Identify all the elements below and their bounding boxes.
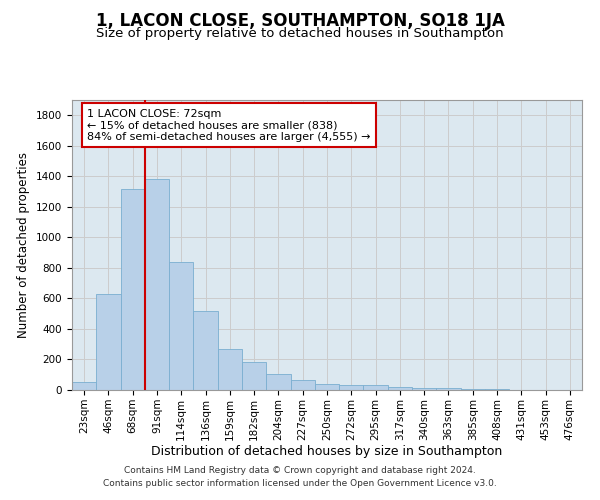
Bar [436,388,461,390]
Bar [461,389,485,390]
Bar [145,180,169,390]
X-axis label: Distribution of detached houses by size in Southampton: Distribution of detached houses by size … [151,446,503,458]
Y-axis label: Number of detached properties: Number of detached properties [17,152,31,338]
Bar [315,384,339,390]
Bar [290,380,315,390]
Text: 1 LACON CLOSE: 72sqm
← 15% of detached houses are smaller (838)
84% of semi-deta: 1 LACON CLOSE: 72sqm ← 15% of detached h… [88,108,371,142]
Bar [218,349,242,390]
Text: Size of property relative to detached houses in Southampton: Size of property relative to detached ho… [96,28,504,40]
Bar [266,374,290,390]
Bar [364,386,388,390]
Bar [242,362,266,390]
Bar [96,294,121,390]
Text: 1, LACON CLOSE, SOUTHAMPTON, SO18 1JA: 1, LACON CLOSE, SOUTHAMPTON, SO18 1JA [95,12,505,30]
Text: Contains HM Land Registry data © Crown copyright and database right 2024.
Contai: Contains HM Land Registry data © Crown c… [103,466,497,487]
Bar [169,262,193,390]
Bar [121,188,145,390]
Bar [193,310,218,390]
Bar [485,389,509,390]
Bar [72,382,96,390]
Bar [388,387,412,390]
Bar [412,388,436,390]
Bar [339,386,364,390]
